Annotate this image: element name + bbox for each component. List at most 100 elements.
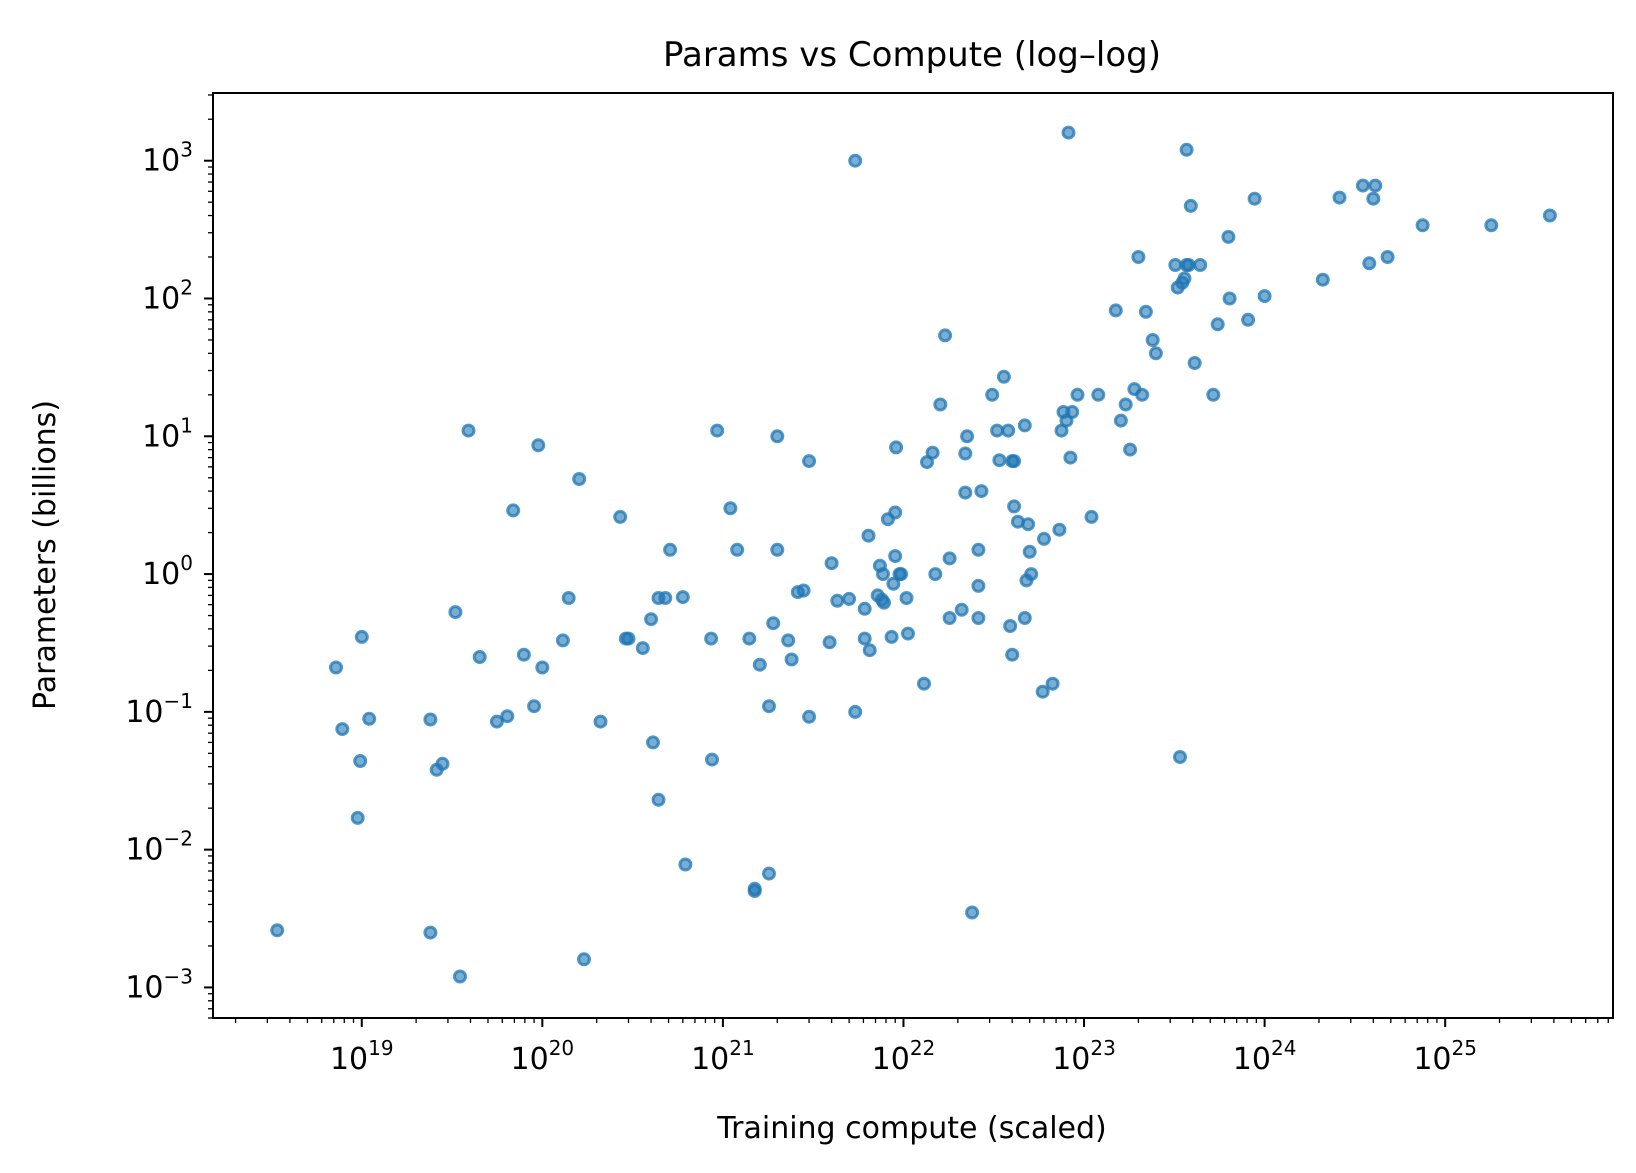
data-point <box>1005 647 1020 662</box>
data-point <box>1257 289 1272 304</box>
data-point <box>1148 346 1163 361</box>
data-point <box>928 567 943 582</box>
data-point <box>802 709 817 724</box>
data-point <box>1035 684 1050 699</box>
data-point <box>1022 544 1037 559</box>
data-point <box>489 714 504 729</box>
data-point <box>894 567 909 582</box>
data-point <box>561 591 576 605</box>
data-point <box>1070 387 1085 402</box>
data-point <box>350 810 365 825</box>
data-point <box>877 595 891 610</box>
data-point <box>593 714 608 729</box>
data-point <box>888 505 903 520</box>
data-point <box>646 735 660 750</box>
y-tick-label: 101 <box>142 413 193 454</box>
data-point <box>822 635 837 650</box>
data-point <box>1007 454 1022 469</box>
y-axis-ticks: 10−3 10−2 10−1 100 101 102 103 <box>125 94 213 1019</box>
data-point <box>925 445 940 460</box>
data-point <box>899 591 914 605</box>
data-point <box>861 528 876 543</box>
x-tick-label: 1022 <box>872 1036 936 1077</box>
data-point <box>1315 272 1330 287</box>
data-point <box>1366 191 1381 206</box>
data-point <box>848 704 863 719</box>
data-point <box>1138 304 1153 319</box>
data-point <box>335 722 350 737</box>
data-point <box>848 153 863 168</box>
data-point <box>770 429 785 444</box>
data-point <box>1061 125 1076 140</box>
data-point <box>1221 229 1236 244</box>
data-point <box>965 905 980 920</box>
data-point <box>942 551 957 566</box>
data-point <box>678 857 693 872</box>
x-tick-label: 1023 <box>1052 1036 1116 1077</box>
data-point <box>1123 442 1138 457</box>
data-point <box>824 556 839 571</box>
data-point <box>1177 271 1192 286</box>
data-point <box>842 591 857 606</box>
data-point <box>990 423 1005 438</box>
data-point <box>1017 418 1032 433</box>
data-point <box>992 453 1007 468</box>
data-point <box>500 709 515 724</box>
data-point <box>663 542 678 557</box>
data-point <box>1415 218 1430 233</box>
data-point <box>613 509 628 524</box>
y-tick-label: 100 <box>142 551 193 592</box>
x-axis-label: Training compute (scaled) <box>716 1111 1107 1146</box>
data-point <box>862 643 877 658</box>
data-point <box>802 454 817 469</box>
data-point <box>971 611 986 625</box>
data-point <box>942 611 957 625</box>
data-point <box>1181 258 1196 272</box>
data-point <box>857 601 872 616</box>
y-tick-label: 10−1 <box>125 689 193 730</box>
data-point <box>857 631 872 646</box>
x-tick-label: 1021 <box>691 1036 755 1077</box>
data-point <box>1118 397 1133 412</box>
data-point <box>958 446 973 461</box>
data-point <box>1017 611 1032 625</box>
data-point <box>971 542 986 557</box>
data-point <box>917 676 931 691</box>
data-point <box>1001 423 1016 438</box>
data-point <box>1179 142 1194 157</box>
data-point <box>531 438 546 453</box>
data-point <box>621 631 636 646</box>
data-point <box>784 652 799 667</box>
data-point <box>1108 303 1123 318</box>
data-point <box>1368 178 1383 193</box>
data-point <box>658 591 673 605</box>
data-point <box>572 472 587 486</box>
y-tick-label: 10−3 <box>125 964 193 1005</box>
data-point <box>1113 413 1128 428</box>
data-point <box>958 485 973 500</box>
data-point <box>461 423 476 438</box>
data-point <box>1210 317 1225 332</box>
data-point <box>974 484 989 499</box>
data-point <box>723 501 738 516</box>
data-point <box>933 397 948 412</box>
data-point <box>884 629 899 644</box>
data-point <box>1168 258 1183 272</box>
x-tick-label: 1024 <box>1233 1036 1297 1077</box>
data-point <box>1037 531 1051 546</box>
data-point <box>472 650 487 664</box>
data-point <box>889 440 904 455</box>
data-point <box>1091 387 1106 402</box>
chart-title: Params vs Compute (log–log) <box>663 35 1161 75</box>
data-point <box>971 578 986 593</box>
y-axis-label: Parameters (billions) <box>28 400 63 710</box>
data-point <box>704 631 719 646</box>
data-point <box>353 754 368 768</box>
plot-frame <box>212 92 1614 1019</box>
x-tick-label: 1025 <box>1413 1036 1477 1077</box>
data-point <box>362 711 377 726</box>
data-point <box>1355 178 1370 193</box>
data-point <box>938 328 953 343</box>
data-point <box>644 612 659 627</box>
